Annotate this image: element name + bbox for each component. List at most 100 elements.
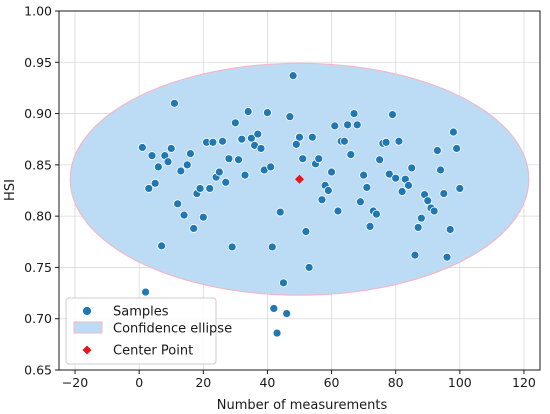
sample-point	[208, 137, 218, 147]
y-tick-label: 0.95	[24, 55, 52, 70]
sample-point	[221, 177, 231, 187]
sample-point	[243, 107, 253, 116]
legend-center-label: Center Point	[113, 344, 193, 359]
sample-point	[375, 155, 385, 165]
x-tick-label: 20	[195, 375, 211, 390]
sample-point	[343, 120, 353, 130]
sample-point	[317, 195, 327, 205]
x-tick-label: 40	[259, 375, 275, 390]
x-tick-label: 60	[324, 375, 340, 390]
sample-point	[397, 187, 407, 196]
sample-point	[432, 146, 442, 155]
sample-point	[272, 328, 282, 338]
sample-point	[237, 134, 247, 144]
sample-point	[179, 210, 189, 220]
sample-point	[205, 184, 215, 193]
sample-point	[163, 157, 173, 167]
sample-point	[227, 242, 237, 252]
sample-point	[314, 154, 324, 164]
sample-point	[429, 206, 439, 216]
sample-point	[282, 309, 292, 318]
legend-ellipse-swatch	[73, 321, 103, 334]
sample-point	[333, 206, 343, 216]
sample-point	[416, 213, 426, 223]
sample-point	[407, 163, 417, 173]
sample-point	[214, 167, 224, 177]
sample-point	[150, 178, 160, 188]
legend-ellipse-label: Confidence ellipse	[113, 322, 232, 337]
sample-point	[182, 160, 192, 170]
sample-points	[137, 71, 465, 338]
sample-point	[186, 149, 195, 158]
sample-point	[439, 189, 449, 198]
y-tick-label: 0.65	[24, 363, 52, 378]
sample-point	[256, 144, 266, 153]
y-tick-label: 0.85	[24, 157, 52, 172]
sample-point	[144, 184, 154, 193]
sample-point	[436, 165, 445, 175]
sample-point	[173, 199, 183, 209]
sample-point	[295, 132, 304, 142]
sample-point	[166, 144, 176, 153]
x-tick-label: 0	[135, 375, 143, 390]
legend-samples-marker	[82, 306, 92, 316]
y-tick-label: 0.80	[24, 209, 52, 224]
y-tick-label: 1.00	[24, 4, 52, 19]
plot-frame	[58, 10, 541, 371]
sample-point	[189, 224, 199, 233]
sample-point	[147, 151, 157, 161]
sample-point	[266, 162, 276, 172]
sample-point	[298, 154, 308, 164]
y-tick-label: 0.70	[24, 311, 52, 326]
sample-point	[339, 136, 349, 146]
sample-point	[362, 183, 372, 192]
sample-point	[372, 209, 381, 219]
sample-point	[381, 137, 391, 147]
sample-point	[365, 221, 375, 231]
sample-point	[359, 170, 369, 180]
sample-point	[384, 169, 394, 179]
sample-point	[301, 227, 311, 236]
sample-point	[141, 287, 150, 297]
sample-point	[246, 133, 256, 143]
center-point-marker	[295, 174, 304, 184]
sample-point	[291, 139, 301, 149]
sample-point	[323, 186, 333, 195]
sample-point	[288, 71, 298, 81]
x-tick-label: 100	[448, 375, 472, 390]
sample-point	[170, 98, 179, 108]
sample-point	[263, 108, 272, 117]
sample-point	[230, 118, 240, 128]
sample-point	[224, 154, 234, 164]
legend-box	[65, 297, 217, 365]
y-tick-label: 0.90	[24, 106, 52, 121]
sample-point	[275, 207, 285, 217]
sample-point	[404, 180, 413, 190]
sample-point	[352, 120, 362, 130]
sample-point	[195, 184, 205, 193]
x-tick-label: 120	[512, 375, 536, 390]
sample-point	[307, 132, 317, 142]
sample-point	[388, 110, 397, 119]
sample-point	[176, 166, 186, 176]
sample-point	[157, 241, 167, 251]
sample-point	[449, 127, 458, 137]
sample-point	[394, 136, 404, 146]
sample-point	[423, 196, 433, 206]
x-axis-label: Number of measurements	[217, 398, 388, 413]
sample-point	[327, 167, 336, 177]
sample-point	[240, 170, 250, 180]
sample-point	[410, 250, 420, 260]
sample-point	[455, 184, 465, 193]
x-tick-label: −20	[62, 375, 88, 390]
legend: Samples Confidence ellipse Center Point	[65, 297, 232, 365]
sample-point	[452, 144, 462, 153]
sample-point	[391, 173, 401, 183]
sample-point	[253, 129, 263, 139]
sample-point	[413, 223, 423, 232]
sample-point	[269, 304, 279, 313]
sample-point	[445, 225, 455, 234]
sample-point	[279, 278, 288, 288]
y-tick-label: 0.75	[24, 260, 52, 275]
